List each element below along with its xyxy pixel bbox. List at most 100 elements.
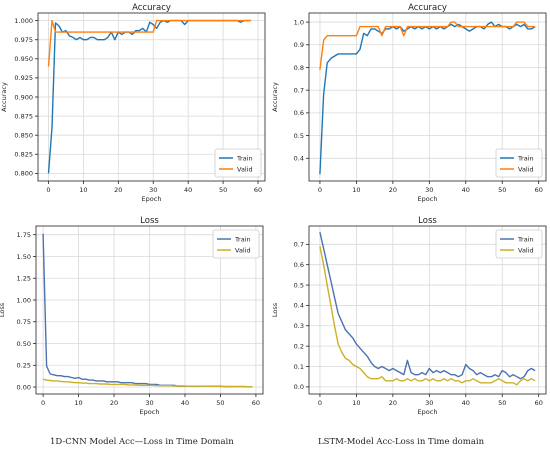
y-tick-label: 0.4 <box>294 302 304 310</box>
chart-title: Accuracy <box>408 3 447 13</box>
legend-label-valid: Valid <box>235 246 251 254</box>
y-tick-label: 0.2 <box>294 342 304 350</box>
legend-label-train: Train <box>234 235 251 243</box>
x-tick-label: 60 <box>252 399 260 407</box>
series-line-valid <box>319 21 536 70</box>
x-tick-label: 20 <box>110 399 118 407</box>
legend-label-valid: Valid <box>237 165 253 173</box>
series-line-valid <box>42 378 253 388</box>
y-tick-label: 0.0 <box>294 383 304 391</box>
y-tick-label: 0.975 <box>14 36 33 44</box>
legend-label-train: Train <box>517 154 534 162</box>
y-tick-label: 0.875 <box>14 112 33 120</box>
y-tick-label: 0.950 <box>14 55 33 63</box>
x-tick-label: 30 <box>149 186 157 194</box>
x-tick-label: 60 <box>254 186 262 194</box>
legend: Train Valid <box>495 229 543 259</box>
legend-box <box>495 148 543 178</box>
y-axis-label: Loss <box>0 302 6 317</box>
series-line-valid <box>319 246 536 386</box>
y-tick-label: 0.5 <box>294 132 304 140</box>
y-tick-label: 0.6 <box>294 109 304 117</box>
x-tick-label: 40 <box>184 186 192 194</box>
x-tick-label: 20 <box>114 186 122 194</box>
x-tick-label: 60 <box>535 399 543 407</box>
y-tick-label: 0.825 <box>14 151 33 159</box>
y-tick-label: 0.00 <box>17 383 31 391</box>
x-tick-label: 30 <box>425 186 433 194</box>
x-tick-label: 20 <box>389 399 397 407</box>
y-tick-label: 0.75 <box>17 318 31 326</box>
x-tick-label: 40 <box>181 399 189 407</box>
x-tick-label: 0 <box>41 399 45 407</box>
legend-label-train: Train <box>236 154 253 162</box>
y-tick-label: 1.0 <box>294 18 304 26</box>
y-tick-label: 0.850 <box>14 131 33 139</box>
x-tick-label: 10 <box>79 186 87 194</box>
chart-title: Accuracy <box>132 3 171 13</box>
legend-box <box>214 148 262 178</box>
legend: Train Valid <box>495 148 543 178</box>
x-tick-label: 50 <box>498 399 506 407</box>
x-tick-label: 10 <box>352 186 360 194</box>
y-tick-label: 0.4 <box>294 155 304 163</box>
x-axis-label: Epoch <box>418 195 438 203</box>
legend-box <box>212 229 260 259</box>
legend-label-valid: Valid <box>518 165 534 173</box>
chart-title: Loss <box>140 216 159 226</box>
x-axis-label: Epoch <box>142 195 162 203</box>
y-tick-label: 1.000 <box>14 17 33 25</box>
x-tick-label: 40 <box>462 186 470 194</box>
y-tick-label: 0.8 <box>294 64 304 72</box>
plot-frame <box>308 225 547 395</box>
y-tick-label: 0.925 <box>14 74 33 82</box>
y-tick-label: 0.7 <box>294 241 304 249</box>
series-line-train <box>319 21 536 175</box>
y-tick-label: 0.800 <box>14 170 33 178</box>
x-tick-label: 50 <box>216 399 224 407</box>
x-tick-label: 10 <box>352 399 360 407</box>
legend-box <box>495 229 543 259</box>
y-axis-label: Accuracy <box>0 82 8 112</box>
x-tick-label: 0 <box>318 186 322 194</box>
x-tick-label: 60 <box>535 186 543 194</box>
x-tick-label: 0 <box>46 186 50 194</box>
x-axis-label: Epoch <box>418 408 438 416</box>
x-tick-label: 10 <box>74 399 82 407</box>
y-tick-label: 0.7 <box>294 86 304 94</box>
y-tick-label: 0.900 <box>14 93 33 101</box>
chart-panel-4: 0 10 20 30 40 50 60 0.0 0.1 0.2 0.3 0.4 0.5 0.6 0.7 Los… <box>271 216 547 416</box>
x-tick-label: 30 <box>425 399 433 407</box>
chart-panel-3: 0 10 20 30 40 50 60 0.00 0.25 0.50 0.75 1.00 1.25 1.5… <box>0 216 264 416</box>
chart-title: Loss <box>418 216 437 226</box>
caption-left: 1D-CNN Model Acc—Loss in Time Domain <box>50 437 234 447</box>
x-tick-label: 50 <box>498 186 506 194</box>
x-axis-label: Epoch <box>140 408 160 416</box>
x-tick-label: 40 <box>462 399 470 407</box>
y-tick-label: 0.6 <box>294 261 304 269</box>
x-tick-label: 0 <box>318 399 322 407</box>
x-tick-label: 20 <box>389 186 397 194</box>
y-tick-label: 0.25 <box>17 362 31 370</box>
y-tick-label: 0.1 <box>294 363 304 371</box>
caption-right: LSTM-Model Acc-Loss in Time domain <box>318 437 485 447</box>
y-tick-label: 1.25 <box>17 275 31 283</box>
chart-panel-2: 0 10 20 30 40 50 60 0.4 0.5 0.6 0.7 0.8 0.9 1.0 Accura… <box>271 3 547 203</box>
legend-label-train: Train <box>517 235 534 243</box>
y-tick-label: 0.9 <box>294 41 304 49</box>
legend-label-valid: Valid <box>518 246 534 254</box>
y-axis-label: Loss <box>271 302 279 317</box>
x-tick-label: 30 <box>145 399 153 407</box>
y-tick-label: 1.00 <box>17 296 31 304</box>
plot-frame <box>308 12 547 182</box>
legend: Train Valid <box>212 229 260 259</box>
series-line-train <box>319 231 536 380</box>
series-line-valid <box>47 19 251 67</box>
y-tick-label: 1.50 <box>17 253 31 261</box>
legend: Train Valid <box>214 148 262 178</box>
y-axis-label: Accuracy <box>271 82 279 112</box>
y-tick-label: 0.5 <box>294 281 304 289</box>
x-tick-label: 50 <box>219 186 227 194</box>
y-tick-label: 0.50 <box>17 340 31 348</box>
